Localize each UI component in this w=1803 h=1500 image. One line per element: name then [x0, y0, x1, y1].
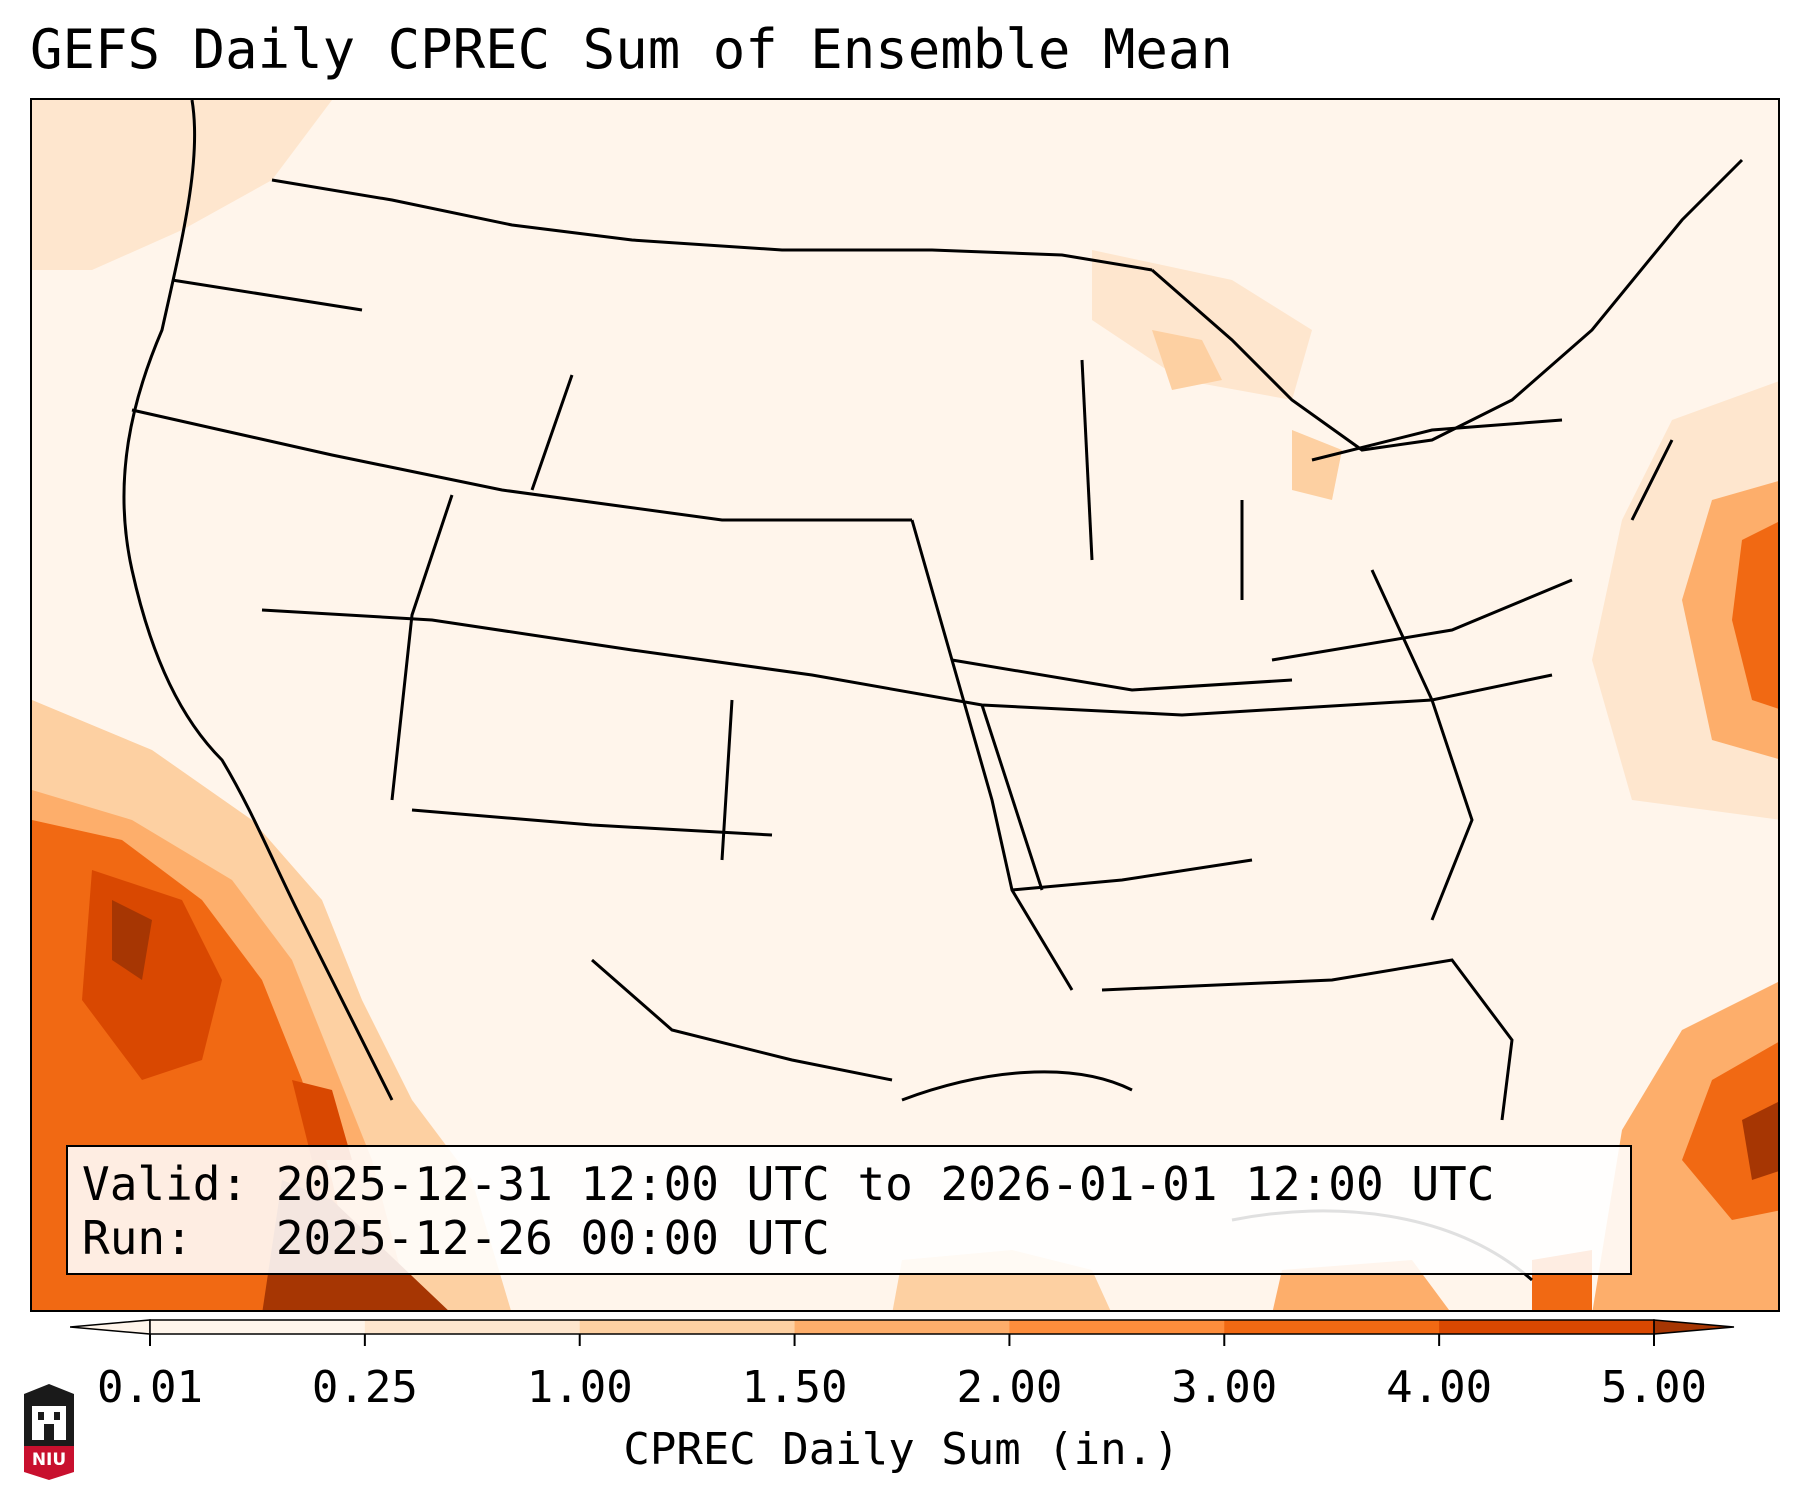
- niu-logo: NIU: [20, 1384, 78, 1480]
- colorbar-extend-low: [70, 1319, 151, 1335]
- niu-logo-text: NIU: [31, 1450, 67, 1470]
- precip-shading: [32, 100, 1778, 1310]
- colorbar-segment: [364, 1320, 581, 1334]
- precipitation-map: [30, 98, 1780, 1312]
- valid-time-text: Valid: 2025-12-31 12:00 UTC to 2026-01-0…: [82, 1157, 1495, 1211]
- run-time-text: Run: 2025-12-26 00:00 UTC: [82, 1211, 830, 1265]
- colorbar-tick-label: 1.50: [741, 1362, 848, 1413]
- colorbar-extend-high: [1653, 1319, 1735, 1335]
- colorbar-tick-label: 5.00: [1601, 1362, 1707, 1413]
- colorbar-outline: [149, 1319, 1655, 1335]
- colorbar-tick-label: 0.25: [311, 1362, 418, 1413]
- colorbar-tick-label: 3.00: [1171, 1362, 1278, 1413]
- colorbar-segment: [1439, 1320, 1655, 1334]
- colorbar-segment: [1224, 1320, 1440, 1334]
- colorbar-tick-label: 2.00: [956, 1362, 1063, 1413]
- colorbar-tick-label: 4.00: [1386, 1362, 1493, 1413]
- colorbar-segment: [1009, 1320, 1225, 1334]
- colorbar-ticks: [149, 1334, 1655, 1346]
- map-canvas: [32, 100, 1778, 1310]
- valid-run-info-box: Valid: 2025-12-31 12:00 UTC to 2026-01-0…: [66, 1145, 1632, 1275]
- colorbar-tick-label: 0.01: [97, 1362, 203, 1413]
- colorbar-segment: [579, 1320, 796, 1334]
- colorbar-label: CPREC Daily Sum (in.): [623, 1424, 1180, 1475]
- colorbar-tick-label: 1.00: [526, 1362, 633, 1413]
- map-title: GEFS Daily CPREC Sum of Ensemble Mean: [30, 18, 1233, 81]
- colorbar: [70, 1319, 1735, 1346]
- colorbar-segment: [150, 1320, 366, 1334]
- colorbar-segments: [70, 1319, 1735, 1335]
- niu-logo-icon: [24, 1384, 74, 1480]
- colorbar-segment: [794, 1320, 1010, 1334]
